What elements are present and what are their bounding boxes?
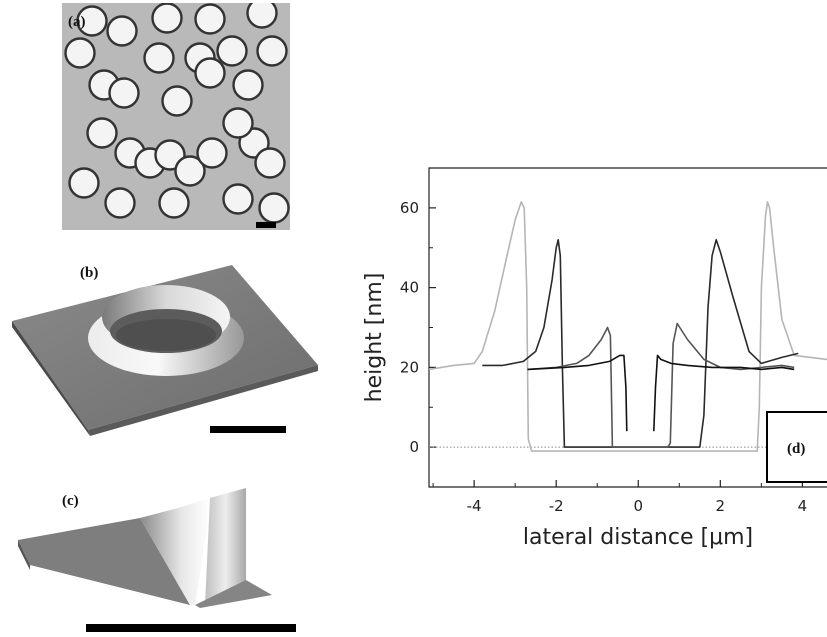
y-tick-label: 20 — [400, 358, 419, 376]
profile-line-4 — [527, 354, 628, 432]
ring-disk — [106, 15, 138, 47]
ring-disk — [108, 77, 140, 109]
micrograph-image — [62, 3, 290, 230]
x-axis-ticks: -4 -2 0 2 4 — [432, 480, 808, 515]
profile-line-3 — [527, 322, 795, 448]
profile-line-2 — [482, 239, 799, 448]
ring-disk — [104, 187, 136, 219]
ring-disk — [158, 187, 190, 219]
height-profile-chart: 0 20 40 60 -4 -2 0 2 4 height [nm] lateral dist… — [362, 167, 827, 550]
ring-disk — [258, 192, 290, 224]
afm-wall-image — [18, 488, 272, 608]
ring-disk — [222, 107, 254, 139]
y-axis-label: height [nm] — [362, 273, 387, 403]
panel-d-box — [766, 411, 827, 483]
x-tick-label: -2 — [549, 497, 564, 515]
scale-bar-a — [256, 222, 276, 228]
ring-disk — [76, 5, 108, 37]
scale-bar-c — [86, 624, 296, 632]
x-tick-label: 2 — [716, 497, 726, 515]
ring-disk — [64, 37, 96, 69]
x-tick-label: 0 — [633, 497, 643, 515]
y-tick-label: 60 — [400, 199, 419, 217]
ring-disk — [246, 3, 278, 29]
panel-label-a: (a) — [68, 14, 86, 30]
x-tick-label: -4 — [467, 497, 482, 515]
profile-line-5 — [653, 354, 795, 432]
panel-label-d: (d) — [787, 441, 805, 457]
ring-disk — [216, 35, 248, 67]
y-tick-label: 0 — [409, 438, 419, 456]
ring-disk — [232, 69, 264, 101]
ring-disk — [161, 85, 193, 117]
ring-disk — [86, 117, 118, 149]
ring-disk — [194, 57, 226, 89]
ring-disk — [194, 3, 226, 35]
ring-disk — [151, 3, 183, 34]
ring-disk — [222, 183, 254, 215]
ring-disk — [143, 42, 175, 74]
afm-ring-image — [12, 265, 318, 436]
panel-label-c: (c) — [62, 493, 79, 509]
x-tick-label: 4 — [798, 497, 808, 515]
ring-disk — [68, 167, 100, 199]
profile-line-1 — [428, 201, 827, 452]
scale-bar-b — [210, 426, 286, 433]
profile-series — [428, 201, 827, 452]
ring-disk — [256, 35, 288, 67]
x-axis-label: lateral distance [μm] — [523, 525, 753, 550]
ring-disk — [254, 147, 286, 179]
y-tick-label: 40 — [400, 279, 419, 297]
panel-label-b: (b) — [80, 265, 99, 281]
ring-disk — [196, 137, 228, 169]
y-axis-ticks: 0 20 40 60 — [400, 167, 436, 488]
ring-disk — [174, 155, 206, 187]
